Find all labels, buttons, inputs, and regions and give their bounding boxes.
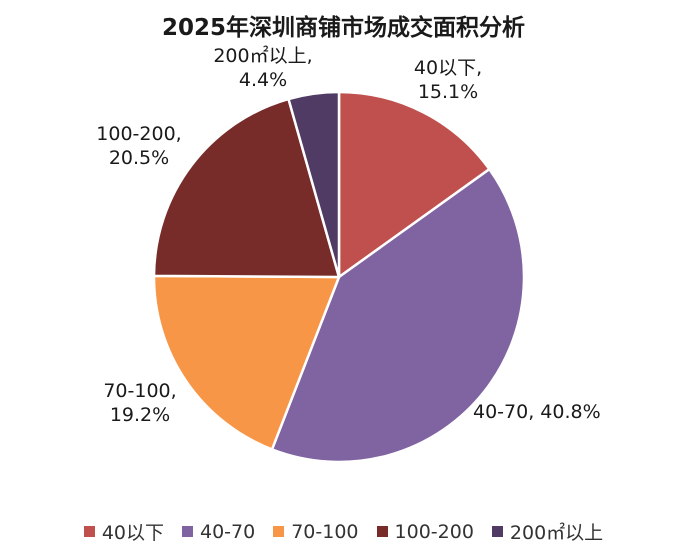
legend-item-200-above: 200㎡以上 [491,518,604,545]
pie-slice-100-200 [152,97,341,279]
data-label-200-above: 200㎡以上, 4.4% [213,44,312,91]
legend-swatch-100-200 [376,526,388,537]
legend-item-70-100: 70-100 [273,518,359,545]
legend-item-40-70: 40-70 [182,518,255,545]
legend-swatch-40-70 [182,526,193,537]
chart-legend: 40以下 40-70 70-100 100-200 200㎡以上 [0,518,687,545]
pie-chart: 40以下, 15.1% 40-70, 40.8% 70-100, 19.2% 100-20… [96,44,601,464]
legend-label-40-below: 40以下 [101,522,164,544]
legend-label-200-above: 200㎡以上 [509,522,604,544]
legend-item-40-below: 40以下 [83,518,164,545]
legend-label-40-70: 40-70 [200,520,256,543]
data-label-70-100: 70-100, 19.2% [103,380,176,426]
chart-title: 2025年深圳商铺市场成交面积分析 [161,15,525,41]
legend-swatch-200-above [491,526,503,537]
pie-slice-70-100 [152,274,341,451]
data-label-40-below: 40以下, 15.1% [414,57,482,103]
pie-slice-40-below [337,90,491,279]
legend-swatch-70-100 [273,526,285,537]
legend-label-100-200: 100-200 [394,520,474,543]
pie-slice-40-70 [270,167,526,464]
pie-data-labels: 40以下, 15.1% 40-70, 40.8% 70-100, 19.2% 100-20… [96,44,600,426]
data-label-40-70: 40-70, 40.8% [473,401,601,423]
legend-label-70-100: 70-100 [291,520,359,543]
data-label-100-200: 100-200, 20.5% [96,123,181,169]
legend-swatch-40-below [83,526,95,537]
legend-item-100-200: 100-200 [376,518,474,545]
pie-slice-200-above [287,90,341,279]
pie-slices [152,90,526,464]
